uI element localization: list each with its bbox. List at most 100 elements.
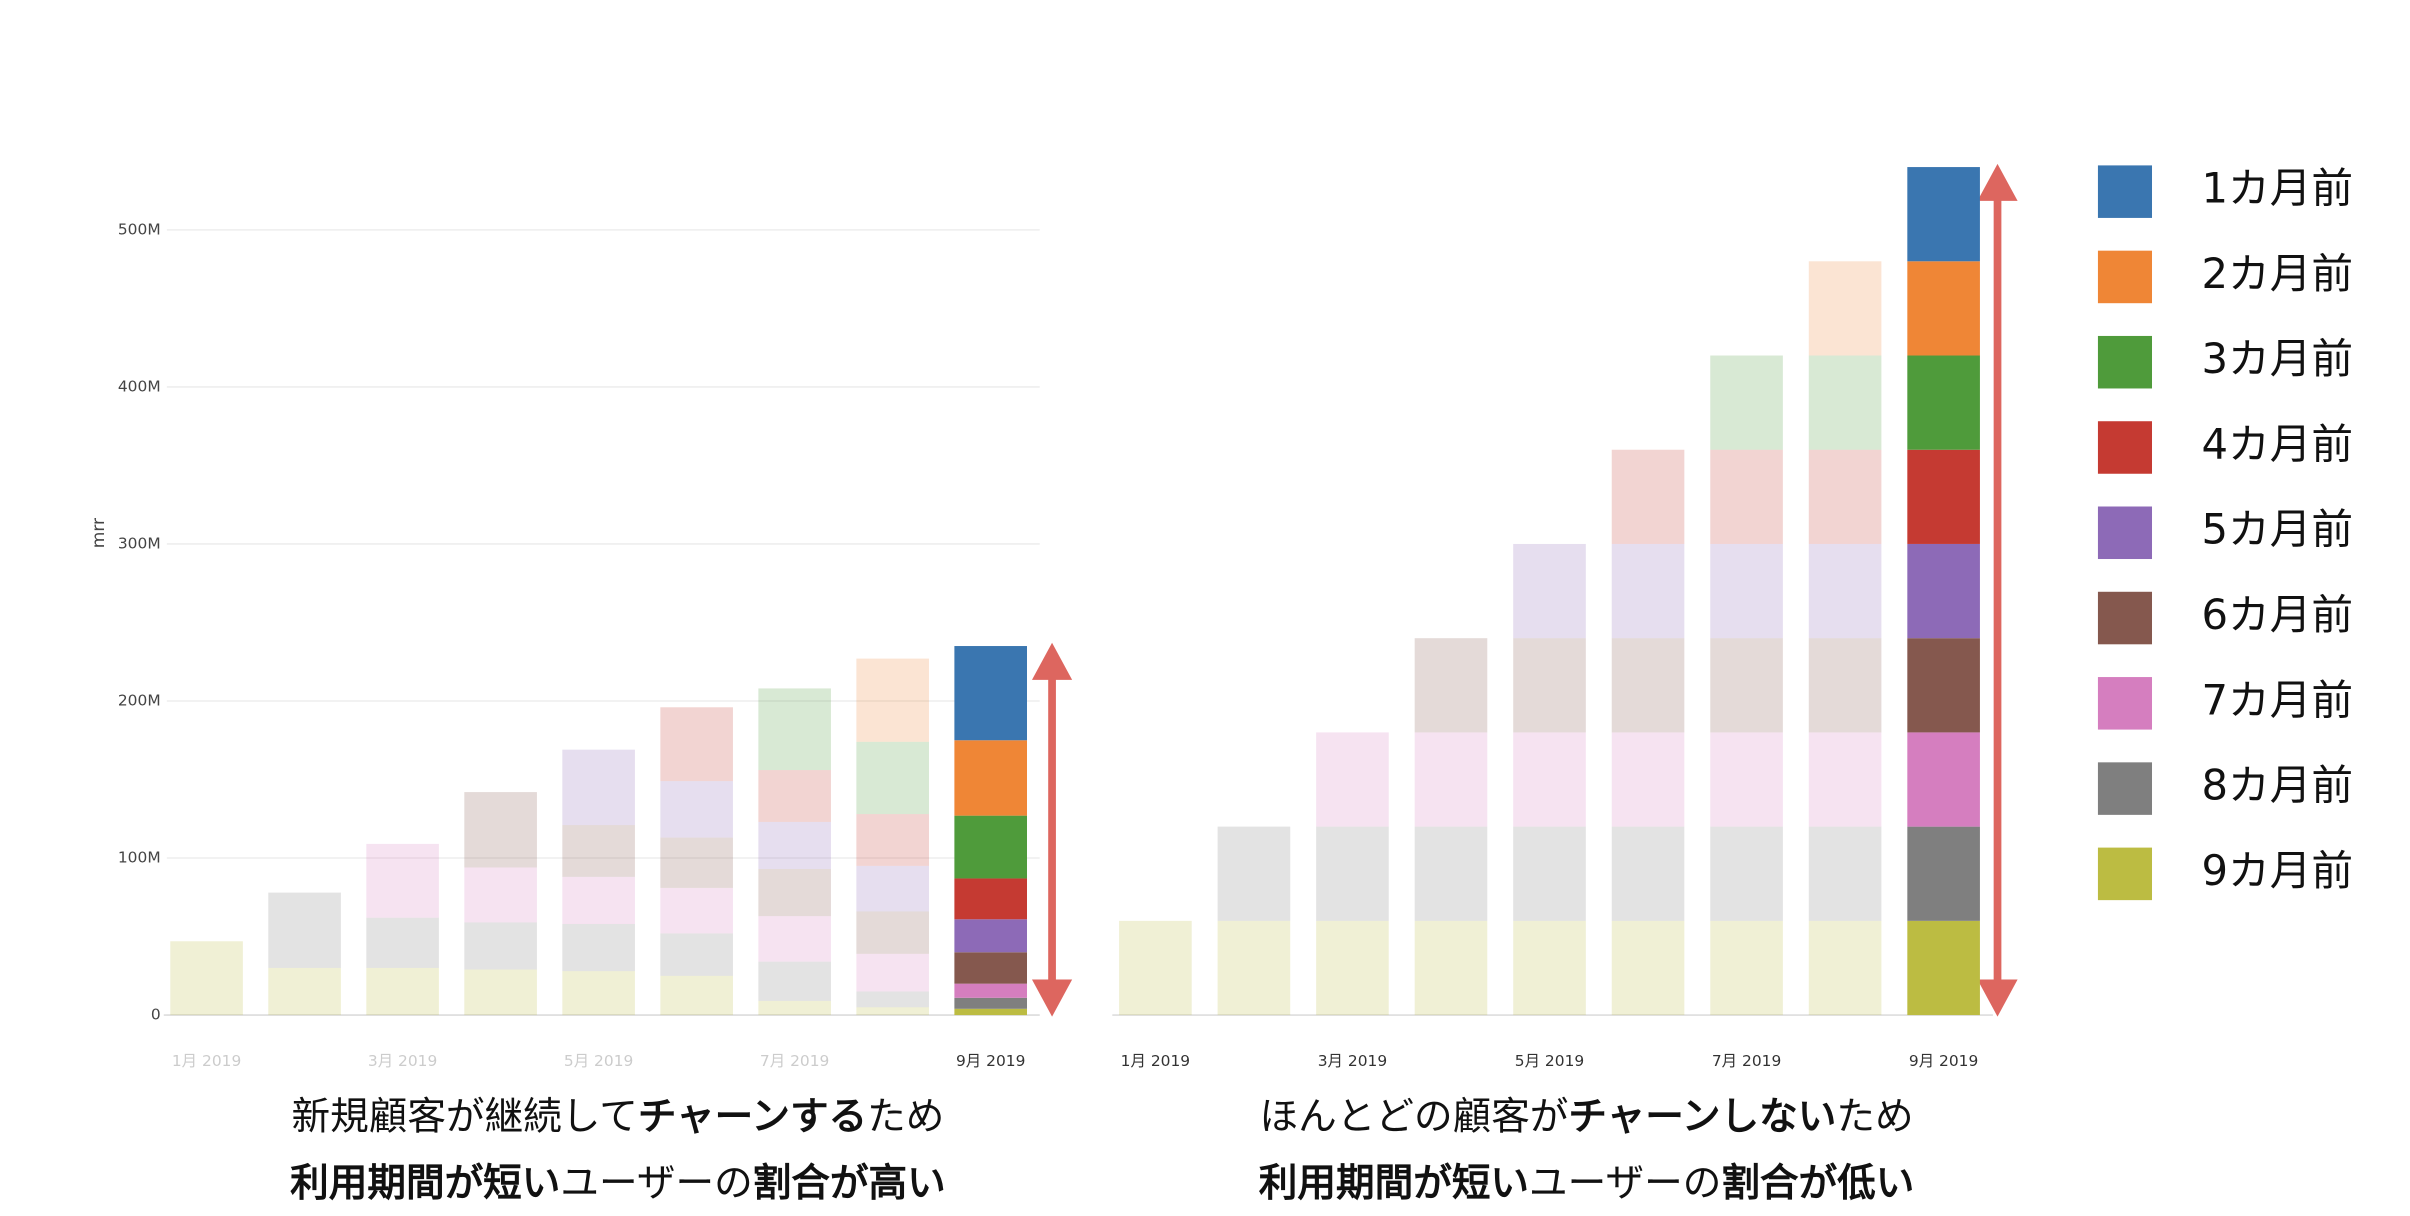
bar-segment — [562, 971, 635, 1016]
caption-run: 新規顧客が継続して — [292, 1094, 638, 1139]
bar-segment — [758, 961, 831, 1001]
legend-label: 3カ月前 — [2201, 334, 2353, 383]
bar-segment — [1808, 543, 1882, 639]
legend-swatch — [2097, 165, 2153, 218]
caption-run: 利用期間が短い — [1259, 1161, 1529, 1206]
bar-segment — [758, 1000, 831, 1016]
y-tick-label: 300M — [118, 534, 161, 552]
bar-segment — [1414, 638, 1488, 733]
legend-swatch — [2097, 847, 2153, 901]
bar-segment — [1611, 920, 1685, 1016]
caption-run: 割合が低い — [1721, 1161, 1914, 1206]
bar-segment — [562, 749, 635, 826]
bar-segment — [1611, 826, 1685, 921]
x-tick-label: 7月 2019 — [760, 1052, 829, 1070]
bar-segment — [1513, 920, 1586, 1016]
bar-segment — [856, 1007, 929, 1016]
bar-segment — [1414, 732, 1488, 827]
bar-segment — [464, 867, 537, 923]
bar-segment — [856, 658, 929, 742]
legend-swatch — [2097, 506, 2153, 560]
bar-segment — [1710, 826, 1783, 921]
caption-run: チャーンしない — [1568, 1094, 1836, 1139]
caption: 利用期間が短いユーザーの割合が低い — [1259, 1161, 1915, 1206]
bar-segment — [366, 967, 439, 1016]
bar-segment — [1710, 732, 1783, 827]
bar-segment — [562, 923, 635, 972]
y-tick-label: 0 — [151, 1006, 161, 1024]
bar-segment — [562, 876, 635, 924]
bar-segment — [856, 741, 929, 815]
bar-segment — [1414, 920, 1488, 1016]
legend-swatch — [2097, 591, 2153, 645]
x-tick-label: 3月 2019 — [368, 1052, 437, 1070]
bar-segment — [1611, 543, 1685, 639]
bar-segment — [562, 825, 635, 877]
bar-segment — [1611, 732, 1685, 827]
caption-run: ユーザーの — [1529, 1161, 1721, 1206]
caption-run: ため — [1836, 1094, 1913, 1139]
legend-label: 4カ月前 — [2201, 419, 2353, 468]
bar-segment — [1907, 167, 1980, 262]
x-tick-label: 3月 2019 — [1318, 1052, 1387, 1070]
bar-segment — [1513, 826, 1586, 921]
caption: ほんとどの顧客がチャーンしないため — [1260, 1094, 1914, 1139]
y-tick-label: 400M — [118, 377, 161, 395]
bar-segment — [1710, 920, 1783, 1016]
bar-segment — [856, 953, 929, 992]
arrow-left — [1031, 642, 1073, 1017]
bar-segment — [1907, 732, 1980, 827]
caption-run: ユーザーの — [560, 1161, 752, 1206]
bar-segment — [1907, 543, 1980, 639]
bar-segment — [1907, 261, 1980, 356]
bar-segment — [856, 911, 929, 954]
bar-segment — [464, 792, 537, 868]
legend-label: 2カ月前 — [2201, 249, 2353, 298]
bar-segment — [1316, 920, 1389, 1016]
y-axis-label: mrr — [89, 518, 109, 548]
bar-segment — [856, 991, 929, 1008]
legend-swatch — [2097, 677, 2153, 730]
legend-swatch — [2097, 335, 2153, 389]
caption-run: 利用期間が短い — [290, 1161, 560, 1206]
bar-segment — [954, 997, 1027, 1009]
bar-segment — [954, 815, 1027, 879]
bar-segment — [1414, 826, 1488, 921]
legend-label: 6カ月前 — [2201, 590, 2353, 639]
x-tick-label: 1月 2019 — [1121, 1052, 1190, 1070]
bar-segment — [1808, 355, 1882, 450]
x-tick-label: 9月 2019 — [956, 1052, 1025, 1070]
x-tick-label: 9月 2019 — [1909, 1052, 1978, 1070]
bar-segment — [1907, 638, 1980, 733]
bar-segment — [758, 688, 831, 771]
legend-label: 5カ月前 — [2201, 505, 2353, 554]
bar-segment — [758, 821, 831, 870]
bar-segment — [1907, 355, 1980, 450]
bar-segment — [1808, 826, 1882, 921]
caption: 利用期間が短いユーザーの割合が高い — [290, 1161, 946, 1206]
y-tick-label: 500M — [118, 220, 161, 238]
bar-segment — [1710, 449, 1783, 544]
legend-label: 9カ月前 — [2201, 846, 2353, 895]
bar-segment — [464, 922, 537, 970]
bar-segment — [856, 865, 929, 912]
y-tick-label: 200M — [118, 691, 161, 709]
x-tick-label: 1月 2019 — [172, 1052, 241, 1070]
bar-segment — [1710, 638, 1783, 733]
legend-swatch — [2097, 250, 2153, 304]
bar-segment — [954, 983, 1027, 998]
caption-run: ほんとどの顧客が — [1260, 1094, 1569, 1139]
y-tick-label: 100M — [118, 849, 161, 867]
bar-segment — [1217, 826, 1291, 921]
bar-segment — [464, 969, 537, 1016]
bar-segment — [758, 869, 831, 917]
bar-segment — [660, 837, 733, 888]
caption-run: チャーンする — [638, 1094, 867, 1139]
bar-segment — [1316, 826, 1389, 921]
bar-segment — [954, 646, 1027, 741]
bar-segment — [1710, 355, 1783, 450]
bar-segment — [1611, 449, 1685, 544]
bar-segment — [1808, 261, 1882, 356]
bar-segment — [366, 843, 439, 918]
bar-segment — [1513, 732, 1586, 827]
